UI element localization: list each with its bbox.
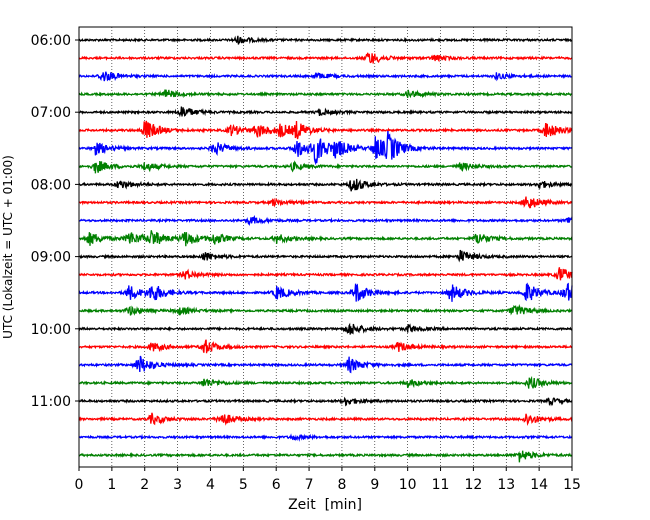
y-tick-label: 06:00 <box>31 33 71 49</box>
seismic-trace-1130 <box>78 433 573 442</box>
y-tick-label: 08:00 <box>31 177 71 193</box>
seismic-trace-0730 <box>78 130 573 166</box>
seismic-trace-1100 <box>78 396 573 407</box>
x-tick-label: 10 <box>399 477 417 493</box>
x-tick-label: 4 <box>206 477 215 493</box>
x-tick-label: 6 <box>272 477 281 493</box>
x-tick-label: 8 <box>337 477 346 493</box>
trace-layer <box>78 35 573 463</box>
seismic-trace-0830 <box>78 214 573 227</box>
seismic-trace-0700 <box>78 106 573 118</box>
seismic-trace-1015 <box>78 339 573 354</box>
seismic-trace-0630 <box>78 71 573 82</box>
seismic-trace-0715 <box>78 120 573 140</box>
seismic-trace-0815 <box>78 196 573 209</box>
seismic-trace-0930 <box>78 282 573 302</box>
x-tick-label: 13 <box>497 477 515 493</box>
seismic-trace-1000 <box>78 322 573 335</box>
seismic-trace-0945 <box>78 303 573 316</box>
seismic-trace-1030 <box>78 355 573 374</box>
axes-layer: 0 1 2 3 4 5 6 7 8 9 10 11 12 13 14 1506:0007:0008:0009:… <box>31 26 581 493</box>
seismic-trace-0900 <box>78 249 573 263</box>
seismic-trace-0645 <box>78 89 573 99</box>
x-tick-label: 7 <box>305 477 314 493</box>
y-tick-label: 09:00 <box>31 250 71 266</box>
seismic-trace-0600 <box>78 35 573 45</box>
seismic-trace-1145 <box>78 450 573 463</box>
seismic-trace-0800 <box>78 178 573 192</box>
x-axis-label: Zeit [min] <box>288 497 362 513</box>
seismic-trace-0745 <box>78 160 573 174</box>
x-tick-label: 5 <box>239 477 248 493</box>
x-tick-label: 9 <box>370 477 379 493</box>
x-tick-label: 1 <box>107 477 116 493</box>
seismic-trace-0915 <box>78 267 573 281</box>
x-tick-label: 12 <box>464 477 482 493</box>
y-tick-label: 07:00 <box>31 105 71 121</box>
x-tick-label: 11 <box>432 477 450 493</box>
seismic-trace-1115 <box>78 412 573 426</box>
y-axis-label: UTC (Lokalzeit = UTC + 01:00) <box>1 155 15 339</box>
x-tick-label: 3 <box>173 477 182 493</box>
y-tick-label: 10:00 <box>31 322 71 338</box>
plot-frame <box>78 26 573 468</box>
seismic-trace-0615 <box>78 52 573 64</box>
x-tick-label: 2 <box>140 477 149 493</box>
seismic-trace-1045 <box>78 375 573 389</box>
x-tick-label: 14 <box>530 477 548 493</box>
seismic-trace-0845 <box>78 230 573 247</box>
x-tick-label: 15 <box>563 477 581 493</box>
y-tick-label: 11:00 <box>31 394 71 410</box>
x-tick-label: 0 <box>75 477 84 493</box>
